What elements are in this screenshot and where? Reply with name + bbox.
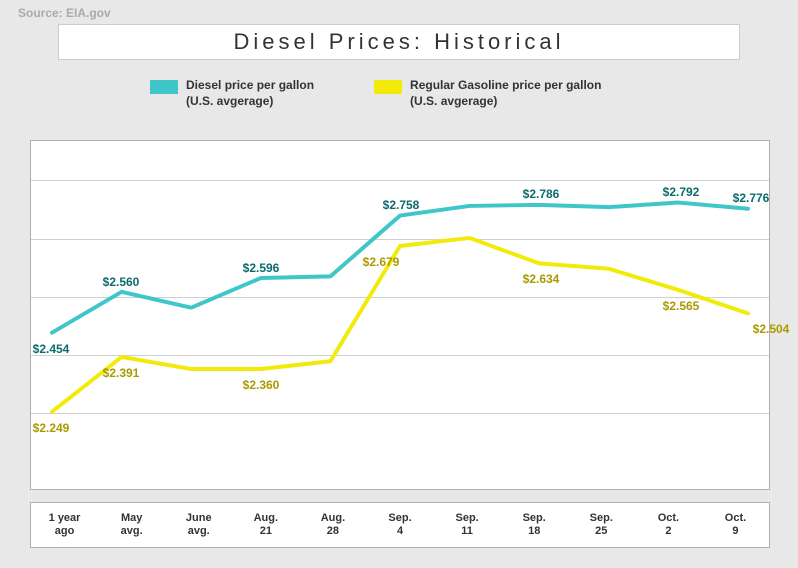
value-label-diesel: $2.792 bbox=[663, 185, 700, 199]
legend: Diesel price per gallon (U.S. avgerage) … bbox=[150, 78, 710, 109]
x-axis-label: Aug.21 bbox=[232, 503, 299, 547]
chart-lines bbox=[31, 141, 769, 489]
value-label-diesel: $2.786 bbox=[523, 187, 560, 201]
x-axis-label: 1 yearago bbox=[31, 503, 98, 547]
value-label-gasoline: $2.391 bbox=[103, 366, 140, 380]
chart-plot-area: $2.454 $2.560 $2.596 $2.758 $2.786 $2.792 $2.7… bbox=[30, 140, 770, 490]
x-axis-label: Aug.28 bbox=[299, 503, 366, 547]
value-label-diesel: $2.776 bbox=[733, 191, 770, 205]
value-label-gasoline: $2.504 bbox=[753, 322, 790, 336]
value-label-diesel: $2.560 bbox=[103, 275, 140, 289]
x-axis-label: Juneavg. bbox=[165, 503, 232, 547]
value-label-gasoline: $2.360 bbox=[243, 378, 280, 392]
value-label-diesel: $2.596 bbox=[243, 261, 280, 275]
x-axis-label: Sep.4 bbox=[366, 503, 433, 547]
x-axis: 1 yearagoMayavg.Juneavg.Aug.21Aug.28Sep.… bbox=[30, 502, 770, 548]
legend-label-diesel: Diesel price per gallon (U.S. avgerage) bbox=[186, 78, 314, 109]
x-axis-label: Oct.9 bbox=[702, 503, 769, 547]
value-label-diesel: $2.454 bbox=[33, 342, 70, 356]
x-axis-label: Sep.18 bbox=[501, 503, 568, 547]
value-label-gasoline: $2.634 bbox=[523, 272, 560, 286]
chart-title: Diesel Prices: Historical bbox=[58, 24, 740, 60]
line-diesel bbox=[52, 203, 748, 333]
x-axis-label: Sep.11 bbox=[434, 503, 501, 547]
value-label-gasoline: $2.679 bbox=[363, 255, 400, 269]
x-axis-label: Oct.2 bbox=[635, 503, 702, 547]
legend-item-gasoline: Regular Gasoline price per gallon (U.S. … bbox=[374, 78, 601, 109]
line-gasoline bbox=[52, 238, 748, 412]
legend-swatch-gasoline bbox=[374, 80, 402, 94]
legend-swatch-diesel bbox=[150, 80, 178, 94]
legend-label-gasoline: Regular Gasoline price per gallon (U.S. … bbox=[410, 78, 601, 109]
legend-item-diesel: Diesel price per gallon (U.S. avgerage) bbox=[150, 78, 314, 109]
source-text: Source: EIA.gov bbox=[18, 6, 111, 20]
value-label-diesel: $2.758 bbox=[383, 198, 420, 212]
value-label-gasoline: $2.249 bbox=[33, 421, 70, 435]
value-label-gasoline: $2.565 bbox=[663, 299, 700, 313]
x-axis-label: Mayavg. bbox=[98, 503, 165, 547]
x-axis-label: Sep.25 bbox=[568, 503, 635, 547]
